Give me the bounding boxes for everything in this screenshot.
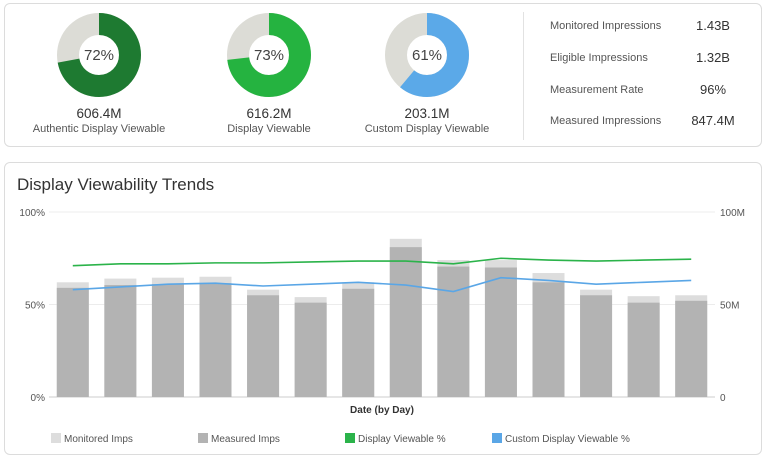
y-right-tick-label: 50M — [720, 301, 739, 312]
metric-value: 1.32B — [696, 50, 730, 65]
bar-measured-imps — [199, 283, 232, 397]
legend-swatch — [492, 433, 502, 443]
bar-measured-imps — [389, 247, 422, 397]
metric-measured-impressions: Measured Impressions 847.4M — [550, 113, 750, 133]
legend-custom-display-viewable[interactable]: Custom Display Viewable % — [492, 433, 630, 447]
summary-divider — [523, 12, 524, 140]
legend-swatch — [198, 433, 208, 443]
donut-arc — [385, 13, 469, 97]
bar-measured-imps — [151, 284, 184, 397]
legend-monitored-imps[interactable]: Monitored Imps — [51, 433, 133, 447]
legend-label: Custom Display Viewable % — [505, 434, 630, 445]
donut-arc — [227, 13, 311, 97]
y-left-tick-label: 0% — [31, 393, 46, 404]
trends-chart: 0% 0 50% 50M 100% 100M Date (by Day) — [19, 208, 745, 416]
bar-measured-imps — [675, 300, 708, 397]
metric-label: Measured Impressions — [550, 115, 662, 127]
trends-card: Display Viewability Trends 0% 0 50% 50M 100%… — [4, 162, 762, 455]
legend-swatch — [51, 433, 61, 443]
legend-measured-imps[interactable]: Measured Imps — [198, 433, 280, 447]
donut-label: Display Viewable — [227, 123, 311, 135]
metric-value: 96% — [699, 82, 727, 97]
metric-monitored-impressions: Monitored Impressions 1.43B — [550, 18, 750, 38]
donut-custom-display-viewable[interactable]: 61% 203.1M Custom Display Viewable — [352, 12, 502, 136]
donut-authentic-display-viewable[interactable]: 72% 606.4M Authentic Display Viewable — [24, 12, 174, 136]
metric-value: 847.4M — [691, 113, 735, 128]
y-right-tick-label: 100M — [720, 208, 745, 219]
donut-chart: 61% — [385, 13, 469, 97]
legend-label: Monitored Imps — [64, 434, 133, 445]
donut-value: 616.2M — [246, 106, 292, 121]
bar-measured-imps — [104, 285, 137, 397]
donut-percent: 61% — [412, 47, 442, 64]
bar-measured-imps — [580, 295, 613, 397]
donut-arc — [57, 13, 141, 97]
summary-card: 72% 606.4M Authentic Display Viewable 73… — [4, 3, 762, 147]
donut-percent: 73% — [254, 47, 284, 64]
legend-swatch — [345, 433, 355, 443]
bar-measured-imps — [294, 302, 327, 397]
donut-chart: 72% — [57, 13, 141, 97]
metric-label: Measurement Rate — [550, 84, 644, 96]
donut-percent: 72% — [84, 47, 114, 64]
donut-display-viewable[interactable]: 73% 616.2M Display Viewable — [194, 12, 344, 136]
donut-chart: 73% — [227, 13, 311, 97]
line-display-viewable — [72, 257, 692, 267]
bar-measured-imps — [532, 282, 565, 397]
x-axis-label: Date (by Day) — [350, 405, 414, 416]
bar-measured-imps — [437, 266, 470, 397]
legend-label: Display Viewable % — [358, 434, 446, 445]
metric-eligible-impressions: Eligible Impressions 1.32B — [550, 50, 750, 70]
y-left-tick-label: 100% — [19, 208, 45, 219]
donut-label: Custom Display Viewable — [364, 123, 490, 135]
metric-label: Monitored Impressions — [550, 20, 662, 32]
bar-measured-imps — [627, 302, 660, 397]
bar-measured-imps — [247, 295, 280, 397]
trends-title: Display Viewability Trends — [17, 175, 215, 194]
y-right-tick-label: 0 — [720, 393, 726, 404]
legend-label: Measured Imps — [211, 434, 280, 445]
y-left-tick-label: 50% — [25, 301, 45, 312]
metric-measurement-rate: Measurement Rate 96% — [550, 82, 750, 102]
bar-measured-imps — [342, 288, 375, 397]
metric-label: Eligible Impressions — [550, 52, 648, 64]
legend-display-viewable[interactable]: Display Viewable % — [345, 433, 446, 447]
donut-label: Authentic Display Viewable — [32, 123, 166, 135]
bar-measured-imps — [484, 267, 517, 397]
donut-value: 203.1M — [404, 106, 450, 121]
bar-measured-imps — [56, 287, 89, 397]
line-custom-display-viewable — [72, 276, 692, 293]
donut-value: 606.4M — [76, 106, 122, 121]
metric-value: 1.43B — [696, 18, 730, 33]
